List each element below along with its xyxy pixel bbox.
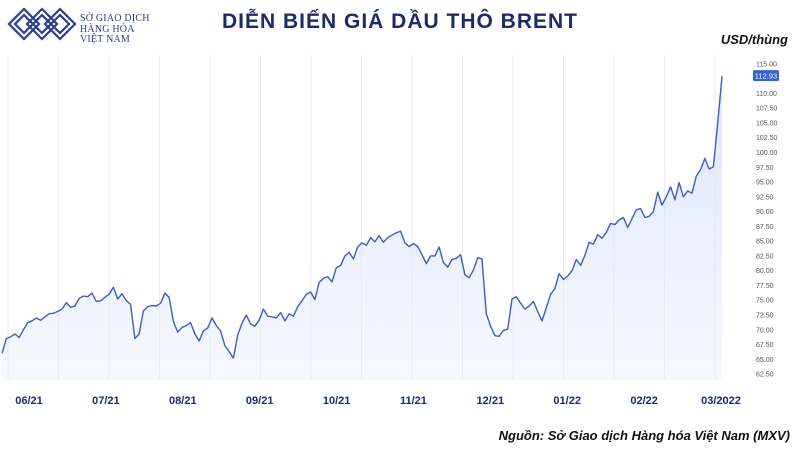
last-value-label: 112.93 bbox=[755, 72, 777, 81]
y-tick-label: 115.00 bbox=[756, 61, 777, 68]
logo-line-2: HÀNG HÓA bbox=[80, 23, 135, 35]
y-tick-label: 110.00 bbox=[756, 91, 777, 98]
y-tick-label: 102.50 bbox=[756, 135, 778, 142]
logo-text: SỞ GIAO DỊCH HÀNG HÓA VIỆT NAM bbox=[80, 13, 150, 46]
y-tick-label: 82.50 bbox=[756, 253, 774, 260]
x-tick-label: 08/21 bbox=[169, 395, 197, 407]
logo-line-3: VIỆT NAM bbox=[80, 34, 131, 45]
y-tick-label: 87.50 bbox=[756, 224, 774, 231]
y-tick-label: 80.00 bbox=[756, 268, 774, 275]
x-tick-label: 10/21 bbox=[323, 395, 351, 407]
y-tick-label: 107.50 bbox=[756, 106, 778, 113]
grid-lines bbox=[7, 55, 716, 380]
y-axis: 62.50 65.00 67.50 70.00 72.50 75.00 77.50 80.00… bbox=[756, 61, 778, 378]
logo-line-1: SỞ GIAO DỊCH bbox=[80, 13, 150, 24]
y-tick-label: 77.50 bbox=[756, 283, 774, 290]
y-tick-label: 105.00 bbox=[756, 121, 778, 128]
y-tick-label: 75.00 bbox=[756, 298, 774, 305]
source-note: Nguồn: Sở Giao dịch Hàng hóa Việt Nam (M… bbox=[498, 428, 790, 443]
series-line bbox=[1, 76, 723, 359]
price-area bbox=[1, 76, 723, 381]
y-tick-label: 62.50 bbox=[756, 372, 774, 379]
logo: SỞ GIAO DỊCH HÀNG HÓA VIỆT NAM bbox=[6, 6, 196, 48]
x-tick-label: 11/21 bbox=[400, 395, 427, 407]
x-axis: 06/21 07/21 08/21 09/21 10/21 11/21 12/21 01/22… bbox=[15, 395, 741, 407]
y-tick-label: 92.50 bbox=[756, 194, 774, 201]
y-tick-label: 65.00 bbox=[756, 357, 774, 364]
y-tick-label: 95.00 bbox=[756, 180, 774, 187]
x-tick-label: 02/22 bbox=[630, 395, 658, 407]
x-tick-label: 03/2022 bbox=[701, 395, 741, 407]
x-tick-label: 09/21 bbox=[246, 395, 274, 407]
last-value-badge-bg bbox=[753, 70, 779, 82]
x-tick-label: 06/21 bbox=[15, 395, 43, 407]
x-tick-label: 07/21 bbox=[92, 395, 120, 407]
y-tick-label: 85.00 bbox=[756, 239, 774, 246]
y-tick-label: 97.50 bbox=[756, 165, 774, 172]
y-tick-label: 67.50 bbox=[756, 342, 774, 349]
unit-label: USD/thùng bbox=[720, 32, 788, 47]
area-fill bbox=[2, 76, 722, 381]
y-tick-label: 72.50 bbox=[756, 313, 774, 320]
x-tick-label: 01/22 bbox=[553, 395, 581, 407]
y-tick-label: 90.00 bbox=[756, 209, 774, 216]
chart-title: DIỄN BIẾN GIÁ DẦU THÔ BRENT bbox=[221, 10, 578, 33]
y-tick-label: 100.00 bbox=[756, 150, 778, 157]
x-tick-label: 12/21 bbox=[477, 395, 505, 407]
logo-mark-icon bbox=[7, 7, 77, 41]
last-value-badge: 112.93 bbox=[753, 70, 779, 82]
y-tick-label: 70.00 bbox=[756, 327, 774, 334]
